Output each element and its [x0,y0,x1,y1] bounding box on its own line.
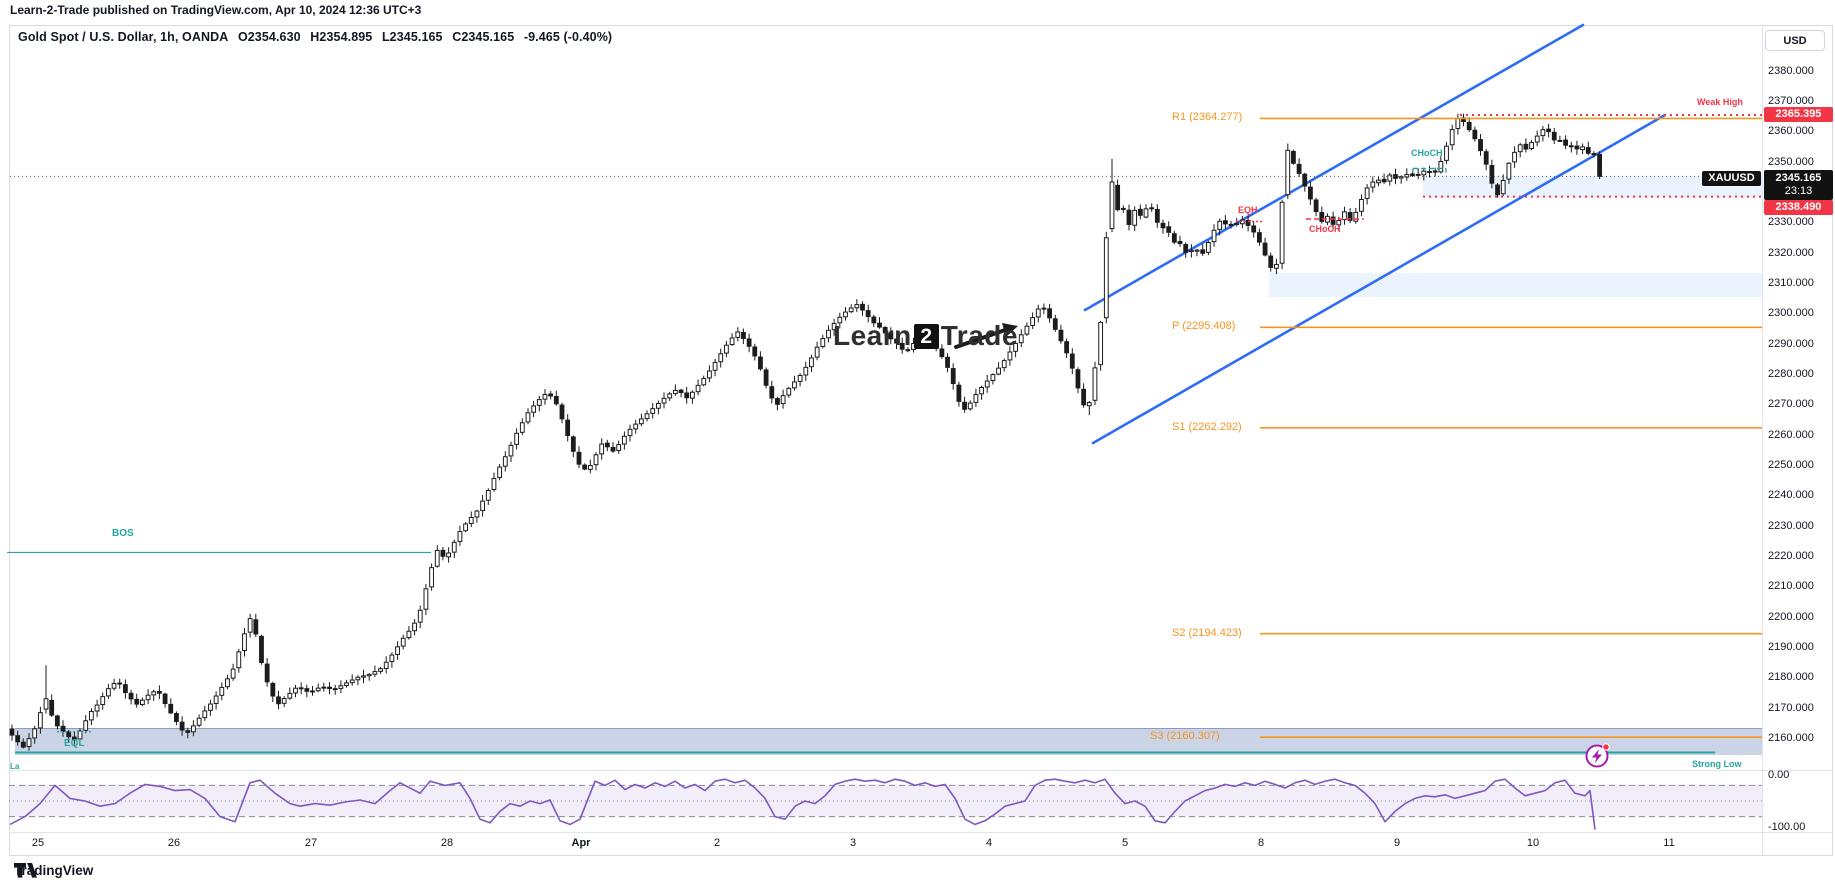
ohlc-low: L2345.165 [381,30,443,44]
price-tick: 2190.000 [1768,641,1814,654]
time-tick-9: 9 [1393,837,1401,849]
currency-toggle-button[interactable]: USD [1765,30,1825,51]
price-change: -9.465 (-0.40%) [523,30,613,44]
time-tick-25: 25 [31,837,45,849]
symbol-title-row[interactable]: Gold Spot / U.S. Dollar, 1h, OANDA O2354… [18,30,618,44]
symbol-price-flag: XAUUSD [1702,171,1761,186]
watermark-2-box: 2 [913,323,939,349]
indicator-tick: 0.00 [1768,769,1790,781]
price-tick: 2170.000 [1768,701,1814,714]
price-tick: 2290.000 [1768,337,1814,350]
current-price-tag: 2345.165 23:13 [1764,170,1833,200]
symbol-title[interactable]: Gold Spot / U.S. Dollar, 1h, OANDA [18,30,229,44]
watermark-learn: Learn [833,320,912,351]
time-tick-2: 2 [713,837,721,849]
price-tick: 2240.000 [1768,489,1814,502]
price-tick: 2310.000 [1768,277,1814,290]
price-tick: 2230.000 [1768,519,1814,532]
indicator-tick: -100.00 [1768,821,1806,833]
time-tick-5: 5 [1121,837,1129,849]
eql-label: EQL [64,738,85,749]
pivot-label-s1: S1 (2262.292) [1172,420,1242,433]
strong-low-label: Strong Low [1692,759,1742,769]
price-tick: 2380.000 [1768,64,1814,77]
price-tick: 2280.000 [1768,368,1814,381]
current-price-value: 2345.165 [1775,172,1822,184]
price-tick: 2180.000 [1768,671,1814,684]
weak-high-price-tag: 2365.395 [1764,107,1833,122]
bos-label: BOS [112,528,134,539]
price-tick: 2270.000 [1768,398,1814,411]
time-tick-11: 11 [1663,837,1675,849]
choch-teal-label: CHoCH [1411,148,1443,158]
price-tick: 2320.000 [1768,246,1814,259]
bar-countdown: 23:13 [1784,185,1813,197]
price-tick: 2260.000 [1768,428,1814,441]
clipped-edge-label: La [10,762,20,771]
time-tick-3: 3 [849,837,857,849]
time-tick-26: 26 [167,837,181,849]
weak-high-label: Weak High [1697,97,1743,107]
support-price-tag: 2338.490 [1764,200,1833,215]
pivot-label-p: P (2295.408) [1172,320,1236,333]
watermark-trade: Trade [940,320,1018,351]
pivot-label-s3: S3 (2160.307) [1150,730,1220,743]
ohlc-open: O2354.630 [237,30,301,44]
price-tick: 2160.000 [1768,732,1814,745]
ohlc-close: C2345.165 [452,30,515,44]
choch-red-label: CHoCH [1309,224,1341,234]
time-tick-10: 10 [1526,837,1540,849]
price-tick: 2330.000 [1768,216,1814,229]
time-tick-4: 4 [985,837,993,849]
price-tick: 2350.000 [1768,155,1814,168]
price-tick: 2210.000 [1768,580,1814,593]
pane-separator[interactable] [9,770,1833,771]
price-axis-separator[interactable] [1762,26,1763,855]
learn2trade-watermark: Learn 2 Trade [833,320,1018,352]
price-tick: 2220.000 [1768,550,1814,563]
price-tick: 2300.000 [1768,307,1814,320]
price-tick: 2200.000 [1768,610,1814,623]
pivot-label-s2: S2 (2194.423) [1172,626,1242,639]
time-tick-27: 27 [304,837,318,849]
eqh-label: EQH [1238,205,1258,215]
price-tick: 2360.000 [1768,125,1814,138]
time-tick-8: 8 [1257,837,1265,849]
time-tick-apr: Apr [571,837,591,849]
tradingview-logo[interactable]: TradingView [14,863,93,878]
pivot-label-r1: R1 (2364.277) [1172,111,1243,124]
tradingview-logo-text: TradingView [14,863,94,878]
price-tick: 2250.000 [1768,459,1814,472]
eql-demand-zone [15,728,1762,755]
price-zone-2312-2305 [1269,273,1762,297]
ohlc-high: H2354.895 [310,30,373,44]
time-axis-separator [9,832,1833,833]
price-tick: 2370.000 [1768,95,1814,108]
attribution-text: Learn-2-Trade published on TradingView.c… [10,3,422,17]
time-tick-28: 28 [440,837,454,849]
